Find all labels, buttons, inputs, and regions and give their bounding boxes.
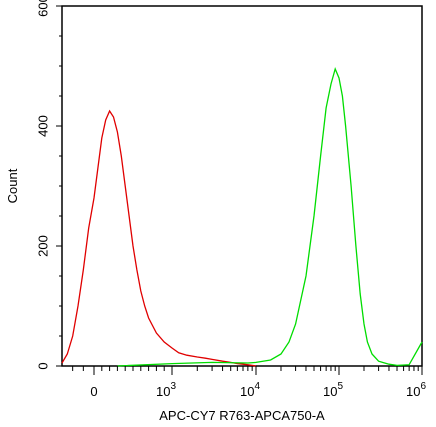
x-tick-label: 105 <box>323 381 343 399</box>
x-axis-label: APC-CY7 R763-APCA750-A <box>159 408 325 423</box>
y-tick-label: 600 <box>36 0 51 17</box>
x-tick-label: 103 <box>156 381 176 399</box>
series-line-2 <box>117 67 423 367</box>
x-tick-label: 0 <box>90 384 97 399</box>
y-tick-label: 0 <box>36 362 51 369</box>
series-line-1 <box>61 109 257 367</box>
x-tick-label: 106 <box>406 381 426 399</box>
x-tick-label: 104 <box>240 381 260 399</box>
y-axis: 0 200 400 600 <box>36 0 62 370</box>
y-tick-label: 200 <box>36 235 51 257</box>
x-axis: 0 103 104 105 106 <box>72 366 426 399</box>
plot-frame <box>61 5 423 367</box>
y-axis-label: Count <box>5 168 20 203</box>
series-layer <box>61 67 423 367</box>
y-tick-label: 400 <box>36 115 51 137</box>
